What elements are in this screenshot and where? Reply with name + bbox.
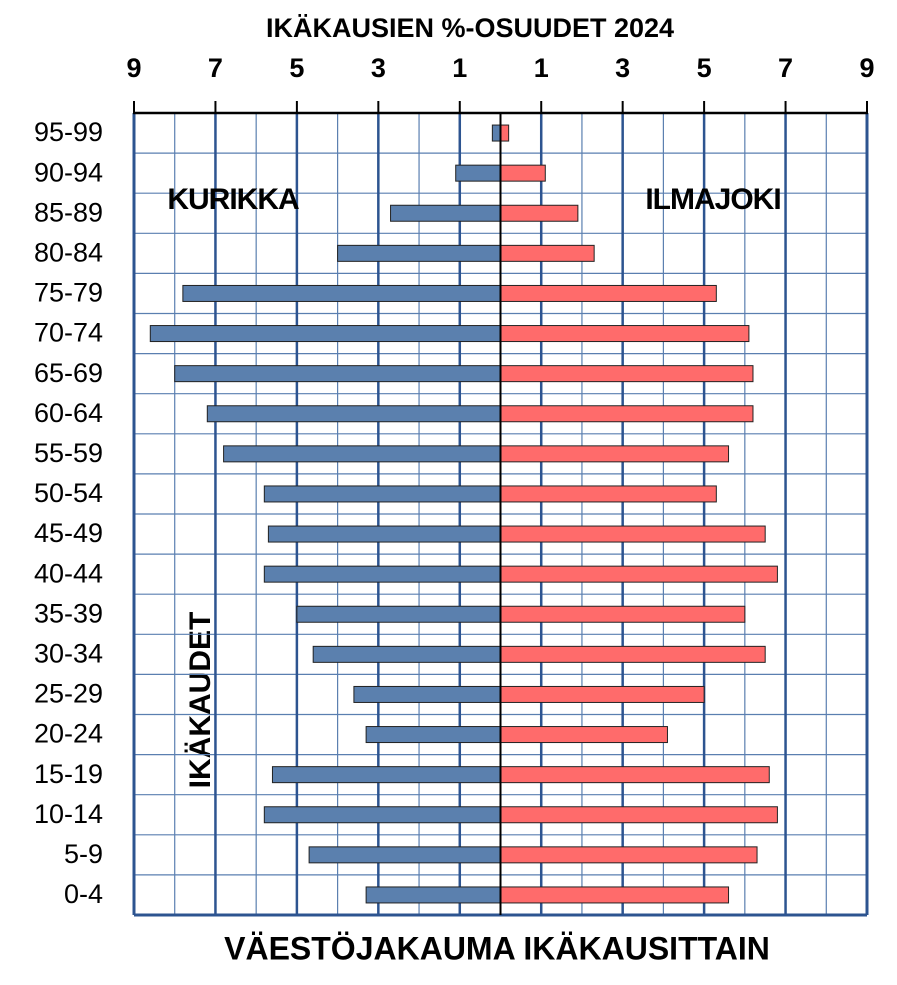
bar	[149, 325, 502, 343]
bar	[455, 164, 502, 182]
y-axis-label: IKÄKAUDET	[184, 612, 217, 789]
y-tick-label: 65-69	[34, 358, 103, 388]
bar	[500, 124, 510, 142]
y-tick-label: 10-14	[34, 799, 103, 829]
x-axis-label: VÄESTÖJAKAUMA IKÄKAUSITTAIN	[224, 930, 770, 966]
bar	[500, 605, 746, 623]
bar	[263, 485, 501, 503]
x-tick-label: 7	[208, 53, 223, 83]
y-tick-label: 95-99	[34, 117, 103, 147]
x-tick-label: 7	[778, 53, 793, 83]
x-tick-label: 1	[452, 53, 467, 83]
y-tick-label: 85-89	[34, 197, 103, 227]
bar	[500, 886, 730, 904]
y-tick-label: 15-19	[34, 759, 103, 789]
x-tick-label: 5	[289, 53, 304, 83]
bar	[337, 244, 501, 262]
x-tick-label: 9	[859, 53, 874, 83]
x-tick-label: 1	[534, 53, 549, 83]
bar	[263, 565, 501, 583]
y-tick-label: 30-34	[34, 638, 103, 668]
bar	[296, 605, 501, 623]
bar	[365, 886, 501, 904]
y-tick-label: 80-84	[34, 237, 103, 267]
bar	[500, 485, 717, 503]
bar	[271, 766, 502, 784]
bar	[263, 806, 501, 824]
bar	[500, 525, 766, 543]
y-tick-label: 90-94	[34, 157, 103, 187]
bar	[500, 565, 778, 583]
bar	[308, 846, 501, 864]
bar	[500, 806, 778, 824]
y-tick-label: 55-59	[34, 438, 103, 468]
x-tick-label: 9	[126, 53, 141, 83]
series-label: ILMAJOKI	[645, 183, 780, 216]
bar	[500, 405, 754, 423]
bar	[500, 365, 754, 383]
bar	[500, 204, 579, 222]
bar	[500, 726, 668, 744]
x-tick-label: 3	[371, 53, 386, 83]
chart-title: IKÄKAUSIEN %-OSUUDET 2024	[266, 13, 674, 43]
bar	[206, 405, 502, 423]
y-tick-label: 20-24	[34, 719, 103, 749]
y-tick-label: 45-49	[34, 518, 103, 548]
y-tick-label: 35-39	[34, 598, 103, 628]
series-label: KURIKKA	[167, 183, 299, 216]
bar	[500, 766, 770, 784]
bar	[267, 525, 501, 543]
bar	[174, 365, 501, 383]
y-tick-label: 25-29	[34, 679, 103, 709]
bar	[182, 284, 501, 302]
y-tick-label: 75-79	[34, 278, 103, 308]
bar	[223, 445, 501, 463]
bar	[500, 284, 717, 302]
y-tick-label: 50-54	[34, 478, 103, 508]
bar	[365, 726, 501, 744]
bar	[500, 244, 595, 262]
bar	[500, 645, 766, 663]
bar	[500, 445, 730, 463]
bar	[500, 846, 758, 864]
bar	[491, 124, 502, 142]
y-tick-label: 60-64	[34, 398, 103, 428]
x-tick-label: 5	[697, 53, 712, 83]
bar	[312, 645, 501, 663]
x-tick-label: 3	[615, 53, 630, 83]
bar	[500, 164, 546, 182]
y-tick-label: 40-44	[34, 558, 103, 588]
bar	[390, 204, 501, 222]
y-tick-label: 5-9	[64, 839, 103, 869]
bar	[500, 325, 750, 343]
bar	[500, 685, 705, 703]
y-tick-label: 0-4	[64, 879, 103, 909]
bar	[353, 685, 501, 703]
y-tick-label: 70-74	[34, 318, 103, 348]
